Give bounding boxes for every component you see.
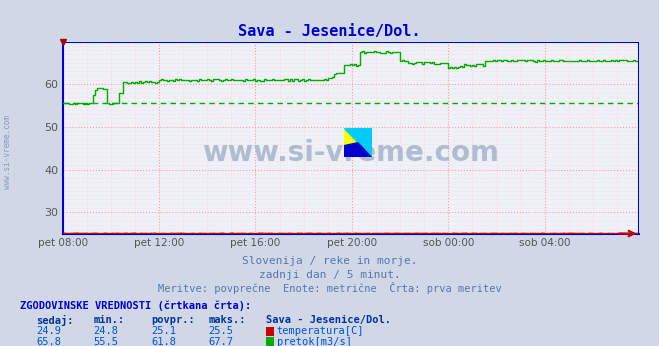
Text: www.si-vreme.com: www.si-vreme.com <box>3 115 13 189</box>
Text: 25.1: 25.1 <box>151 327 176 336</box>
Text: www.si-vreme.com: www.si-vreme.com <box>202 139 500 167</box>
Text: 24.9: 24.9 <box>36 327 61 336</box>
Polygon shape <box>344 143 358 157</box>
Polygon shape <box>344 143 372 157</box>
Text: 67.7: 67.7 <box>208 337 233 346</box>
Text: Sava - Jesenice/Dol.: Sava - Jesenice/Dol. <box>266 315 391 325</box>
Text: 55.5: 55.5 <box>94 337 119 346</box>
Text: sedaj:: sedaj: <box>36 315 74 326</box>
Text: 65.8: 65.8 <box>36 337 61 346</box>
Polygon shape <box>344 128 372 157</box>
Text: ZGODOVINSKE VREDNOSTI (črtkana črta):: ZGODOVINSKE VREDNOSTI (črtkana črta): <box>20 301 251 311</box>
Text: pretok[m3/s]: pretok[m3/s] <box>277 337 352 346</box>
Text: zadnji dan / 5 minut.: zadnji dan / 5 minut. <box>258 270 401 280</box>
Text: maks.:: maks.: <box>208 315 246 325</box>
Text: 61.8: 61.8 <box>151 337 176 346</box>
Text: 24.8: 24.8 <box>94 327 119 336</box>
Text: temperatura[C]: temperatura[C] <box>277 327 364 336</box>
Text: Slovenija / reke in morje.: Slovenija / reke in morje. <box>242 256 417 266</box>
Text: povpr.:: povpr.: <box>151 315 194 325</box>
Polygon shape <box>344 128 372 157</box>
Text: min.:: min.: <box>94 315 125 325</box>
Text: Sava - Jesenice/Dol.: Sava - Jesenice/Dol. <box>239 24 420 39</box>
Text: 25.5: 25.5 <box>208 327 233 336</box>
Text: Meritve: povprečne  Enote: metrične  Črta: prva meritev: Meritve: povprečne Enote: metrične Črta:… <box>158 282 501 294</box>
